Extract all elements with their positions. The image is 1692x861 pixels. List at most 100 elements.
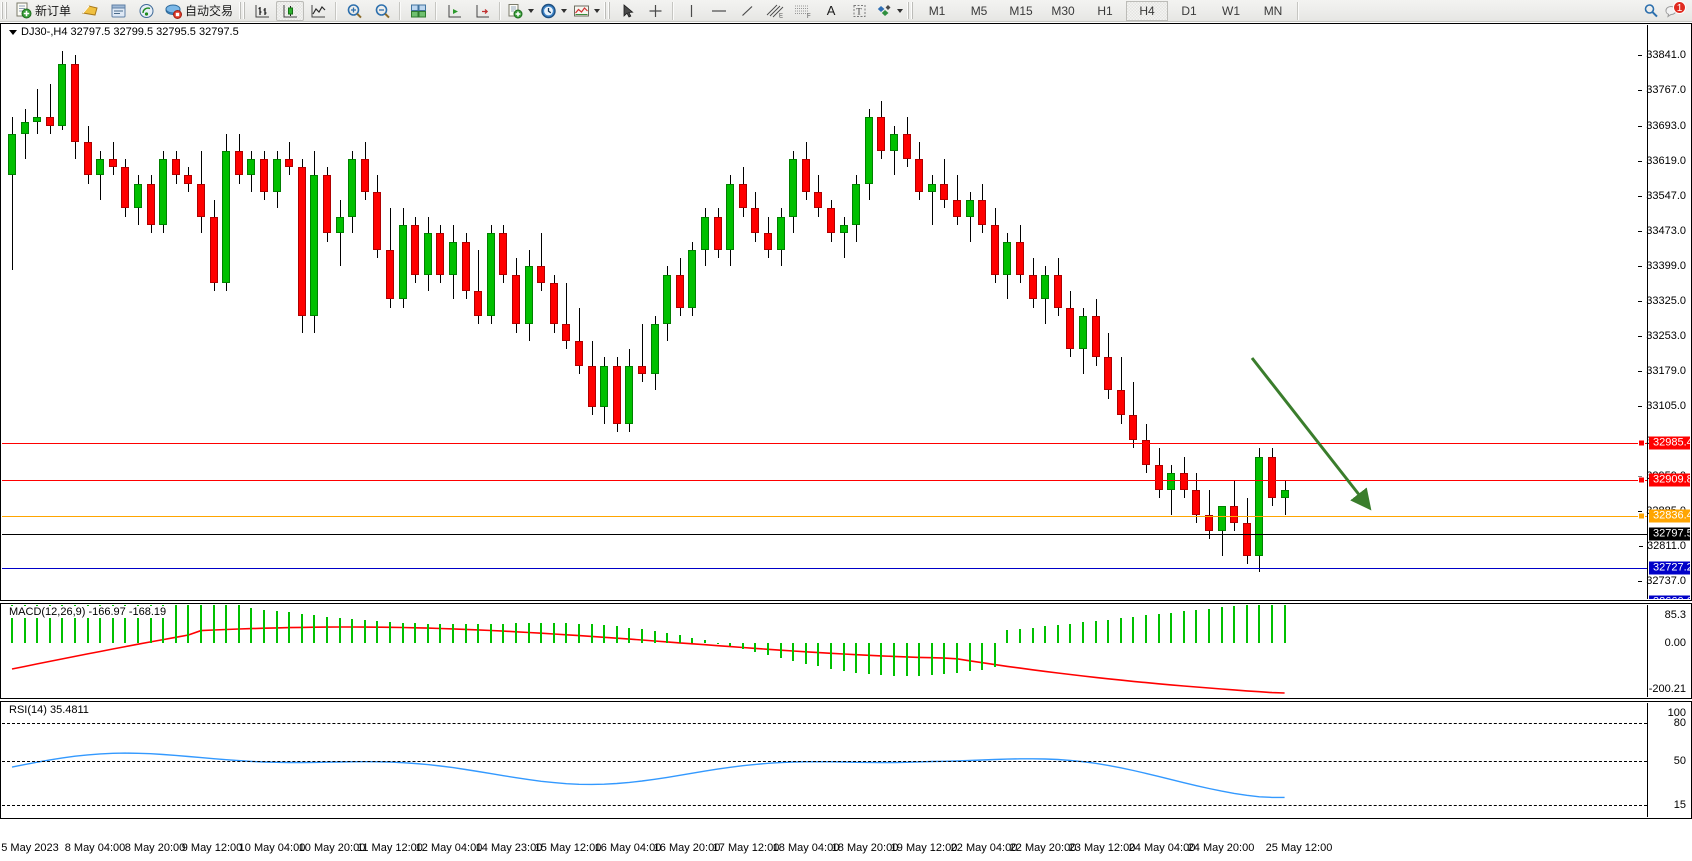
macd-histogram-bar [666,632,669,643]
level-line-resistance-2[interactable] [2,480,1647,481]
search-button[interactable] [1642,2,1660,20]
candle-body [915,158,924,192]
period-button[interactable] [537,0,570,22]
cursor-button[interactable] [613,0,641,22]
timeframe-m1[interactable]: M1 [928,3,946,18]
template-button[interactable] [504,0,537,22]
level-tag-support-1[interactable]: 32727.2 [1649,561,1690,575]
time-axis-label: 15 May 12:00 [534,842,602,854]
macd-pane[interactable]: 85.3 0.00 -200.21 MACD(12,26,9) -166.97 -1… [0,603,1692,699]
zoom-out-button[interactable] [368,0,396,22]
macd-histogram-bar [452,624,454,643]
candle-body [864,117,873,184]
macd-histogram-bar [74,605,76,643]
time-axis-label: 17 May 12:00 [712,842,780,854]
symbol-ohlc-text: DJ30-,H4 32797.5 32799.5 32795.5 32797.5 [21,26,239,38]
shift-end-button[interactable] [440,0,468,22]
label-button[interactable]: T [845,0,873,22]
macd-plot[interactable]: 85.3 0.00 -200.21 [2,605,1690,697]
rsi-line [11,752,1285,799]
crosshair-icon [649,4,662,17]
chart-collapse-icon[interactable] [9,29,17,35]
level-handle-entry-level[interactable] [1638,512,1645,520]
objects-button[interactable] [873,0,906,22]
timeframe-d1[interactable]: D1 [1181,3,1197,18]
candle-wick [24,109,26,159]
level-tag-current-price[interactable]: 32797.5 [1649,527,1690,541]
time-axis-label: 16 May 04:00 [594,842,662,854]
level-handle-support-2[interactable] [1638,598,1645,599]
price-pane[interactable]: 33841.0 33767.0 33693.0 33619.0 33547.0 33473… [0,23,1692,601]
time-axis-label: 18 May 04:00 [772,842,840,854]
macd-histogram-bar [918,643,921,676]
bar-chart-button[interactable] [248,0,276,22]
template-dropdown-caret[interactable] [528,8,535,13]
equidistant-channel-button[interactable]: E [761,0,789,22]
rsi-plot[interactable]: 100 80 50 15 [2,703,1690,817]
notifications-button[interactable]: 1 [1660,0,1686,21]
candle-wick [1284,481,1286,515]
signals-button[interactable] [132,0,160,22]
toolbar-grip-2[interactable] [239,2,247,19]
time-axis-label: 22 May 04:00 [950,842,1018,854]
rsi-pane[interactable]: 100 80 50 15 RSI(14) 35.4811 [0,701,1692,819]
level-tag-support-2[interactable]: 32660.6 [1649,595,1690,599]
level-line-resistance-1[interactable] [2,443,1647,444]
data-window-button[interactable] [104,0,132,22]
candle-body [234,150,243,176]
zoom-in-icon [347,3,362,18]
level-handle-resistance-1[interactable] [1638,439,1645,447]
time-axis[interactable]: 5 May 2023 8 May 04:00 8 May 20:00 9 May 12… [0,839,1692,861]
candle-body [965,200,974,217]
level-tag-resistance-1[interactable]: 32985.4 [1649,436,1690,450]
timeframe-h4[interactable]: H4 [1126,0,1169,21]
candle-body [209,216,218,283]
symbol-header[interactable]: DJ30-,H4 32797.5 32799.5 32795.5 32797.5 [7,26,241,38]
main-toolbar: 新订单 自动交易 [0,0,1692,22]
level-tag-entry-level[interactable]: 32836.4 [1649,509,1690,523]
timeframe-m5[interactable]: M5 [970,3,988,18]
level-handle-resistance-2[interactable] [1638,476,1645,484]
timeframe-h1[interactable]: H1 [1097,3,1113,18]
text-button[interactable]: A [817,0,845,22]
timeframe-m15[interactable]: M15 [1009,3,1033,18]
toolbar-grip[interactable] [1,2,8,19]
fibonacci-button[interactable]: F [789,0,817,22]
indicator-dropdown-caret[interactable] [594,8,601,13]
new-order-button[interactable]: 新订单 [10,0,76,22]
shift-start-button[interactable] [468,0,496,22]
line-chart-button[interactable] [304,0,332,22]
level-line-current-price[interactable] [2,534,1647,535]
timeframe-m30[interactable]: M30 [1051,3,1075,18]
macd-histogram-bar [1220,607,1223,643]
macd-histogram-bar [502,623,505,643]
price-plot[interactable]: 33841.0 33767.0 33693.0 33619.0 33547.0 33473… [2,25,1690,599]
indicators-button[interactable] [76,0,104,22]
crosshair-button[interactable] [641,0,669,22]
svg-text:T: T [856,6,862,16]
indicator-list-button[interactable] [570,0,603,22]
macd-histogram-bar [754,643,757,653]
timeframe-mn[interactable]: MN [1263,3,1283,18]
timeframe-w1[interactable]: W1 [1222,3,1241,18]
macd-histogram-bar [779,643,782,659]
trendline-button[interactable] [733,0,761,22]
candle-body [1066,307,1075,350]
level-tag-resistance-2[interactable]: 32909.8 [1649,473,1690,487]
level-line-support-1[interactable] [2,568,1647,569]
macd-histogram-bar [363,620,366,643]
toolbar-grip-3[interactable] [604,2,612,19]
indicators-icon [81,5,98,16]
toolbar-grip-4[interactable] [907,2,915,19]
level-line-entry-level[interactable] [2,516,1647,517]
objects-dropdown-caret[interactable] [897,8,904,13]
horizontal-line-button[interactable] [705,0,733,22]
period-dropdown-caret[interactable] [561,8,568,13]
price-tick: 33841.0 [1638,49,1686,61]
auto-trading-button[interactable]: 自动交易 [160,0,238,22]
macd-histogram-bar [842,643,845,671]
tile-windows-button[interactable] [404,0,432,22]
zoom-in-button[interactable] [340,0,368,22]
vertical-line-button[interactable] [677,0,705,22]
candlestick-chart-button[interactable] [276,0,305,21]
